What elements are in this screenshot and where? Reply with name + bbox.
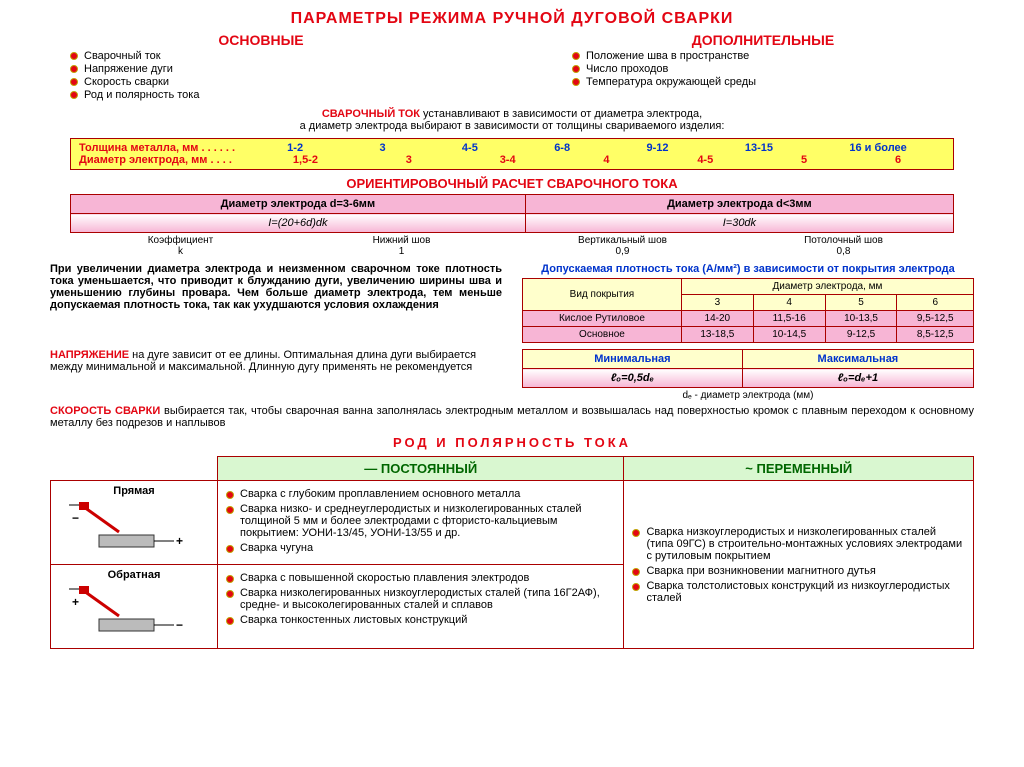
list-item: Скорость сварки xyxy=(70,76,492,88)
bullet-icon xyxy=(226,617,234,625)
svg-text:+: + xyxy=(72,595,79,609)
bullet-icon xyxy=(632,568,640,576)
list-item: Сварочный ток xyxy=(70,50,492,62)
bullet-icon xyxy=(632,583,640,591)
bullet-icon xyxy=(70,91,78,99)
bullet-icon xyxy=(70,65,78,73)
svg-text:−: − xyxy=(176,618,183,632)
extra-head: ДОПОЛНИТЕЛЬНЫЕ xyxy=(532,32,994,48)
polarity-title: РОД И ПОЛЯРНОСТЬ ТОКА xyxy=(10,435,1014,450)
list-item: Температура окружающей среды xyxy=(572,76,994,88)
page-title: ПАРАМЕТРЫ РЕЖИМА РУЧНОЙ ДУГОВОЙ СВАРКИ xyxy=(10,10,1014,28)
list-item: Положение шва в пространстве xyxy=(572,50,994,62)
density-table: Вид покрытияДиаметр электрода, мм 3456 К… xyxy=(522,278,974,343)
list-item: Сварка с повышенной скоростью плавления … xyxy=(226,572,615,584)
bullet-icon xyxy=(226,590,234,598)
calc-title: ОРИЕНТИРОВОЧНЫЙ РАСЧЕТ СВАРОЧНОГО ТОКА xyxy=(10,176,1014,191)
bullet-icon xyxy=(226,545,234,553)
arc-note: dₑ - диаметр электрода (мм) xyxy=(522,390,974,401)
bullet-icon xyxy=(632,529,640,537)
direct-polarity-diagram: Прямая − + xyxy=(51,481,218,565)
list-item: Сварка низко- и среднеуглеродистых и низ… xyxy=(226,503,615,539)
main-head: ОСНОВНЫЕ xyxy=(30,32,492,48)
density-para: При увеличении диаметра электрода и неиз… xyxy=(50,263,502,343)
bullet-icon xyxy=(226,491,234,499)
speed-para: СКОРОСТЬ СВАРКИ выбирается так, чтобы св… xyxy=(50,405,974,429)
list-item: Сварка низкоуглеродистых и низколегирова… xyxy=(632,526,965,562)
bullet-icon xyxy=(572,52,580,60)
density-title: Допускаемая плотность тока (А/мм²) в зав… xyxy=(522,263,974,275)
list-item: Сварка при возникновении магнитного дуть… xyxy=(632,565,965,577)
arc-length-table: МинимальнаяМаксимальная ℓₒ=0,5dₑℓₒ=dₑ+1 xyxy=(522,349,974,388)
param-columns: ОСНОВНЫЕ Сварочный токНапряжение дугиСко… xyxy=(10,32,1014,102)
list-item: Напряжение дуги xyxy=(70,63,492,75)
bullet-icon xyxy=(70,78,78,86)
svg-text:−: − xyxy=(72,511,79,525)
thickness-table: Толщина металла, мм . . . . . .1-234-56-… xyxy=(70,138,954,170)
coef-row: Коэффициент k Нижний шов 1 Вертикальный … xyxy=(70,235,954,257)
bullet-icon xyxy=(572,78,580,86)
voltage-para: НАПРЯЖЕНИЕ на дуге зависит от ее длины. … xyxy=(50,349,502,401)
list-item: Сварка тонкостенных листовых конструкций xyxy=(226,614,615,626)
bullet-icon xyxy=(572,65,580,73)
polarity-table: — ПОСТОЯННЫЙ ~ ПЕРЕМЕННЫЙ Прямая − + Сва… xyxy=(50,456,974,649)
bullet-icon xyxy=(226,575,234,583)
list-item: Сварка толстолистовых конструкций из низ… xyxy=(632,580,965,604)
list-item: Сварка с глубоким проплавлением основног… xyxy=(226,488,615,500)
list-item: Род и полярность тока xyxy=(70,89,492,101)
list-item: Сварка низколегированных низкоуглеродист… xyxy=(226,587,615,611)
reverse-polarity-diagram: Обратная + − xyxy=(51,565,218,649)
bullet-icon xyxy=(226,506,234,514)
formula-table: Диаметр электрода d=3-6ммДиаметр электро… xyxy=(70,194,954,233)
svg-text:+: + xyxy=(176,534,183,548)
intro-para: СВАРОЧНЫЙ ТОК устанавливают в зависимост… xyxy=(70,108,954,132)
bullet-icon xyxy=(70,52,78,60)
list-item: Число проходов xyxy=(572,63,994,75)
list-item: Сварка чугуна xyxy=(226,542,615,554)
